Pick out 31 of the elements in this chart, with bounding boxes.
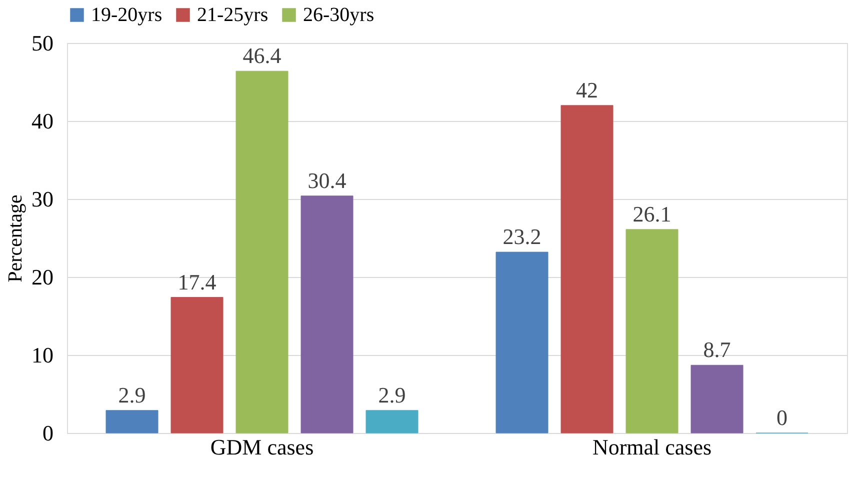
bar (170, 297, 224, 434)
bar (496, 252, 548, 434)
bar (366, 410, 418, 434)
data-label: 46.4 (242, 43, 282, 68)
y-tick-label: 50 (32, 30, 54, 56)
bar (106, 410, 158, 434)
data-label: 23.2 (502, 224, 542, 250)
y-tick-label: 10 (32, 342, 54, 368)
legend-label: 19-20yrs (91, 4, 162, 26)
bar (560, 105, 614, 434)
legend-label: 26-30yrs (303, 4, 374, 26)
x-tick-label: GDM cases (210, 434, 314, 460)
bar (300, 196, 354, 434)
y-axis-title: Percentage (4, 194, 26, 282)
data-label: 26.1 (632, 201, 672, 226)
bar (236, 70, 288, 434)
y-tick-label: 40 (32, 108, 54, 134)
data-label: 42 (576, 77, 598, 102)
legend-label: 21-25yrs (197, 4, 268, 26)
y-tick-label: 20 (32, 264, 54, 290)
y-tick-label: 0 (42, 420, 54, 446)
bar (626, 229, 678, 434)
data-label: 30.4 (308, 168, 346, 193)
data-label: 2.9 (118, 382, 146, 408)
y-tick-label: 30 (32, 186, 54, 212)
data-label: 0 (776, 405, 788, 430)
data-label: 2.9 (378, 382, 406, 408)
bar (690, 364, 744, 434)
data-label: 17.4 (178, 269, 216, 294)
x-tick-label: Normal cases (592, 434, 712, 460)
data-label: 8.7 (703, 337, 731, 362)
